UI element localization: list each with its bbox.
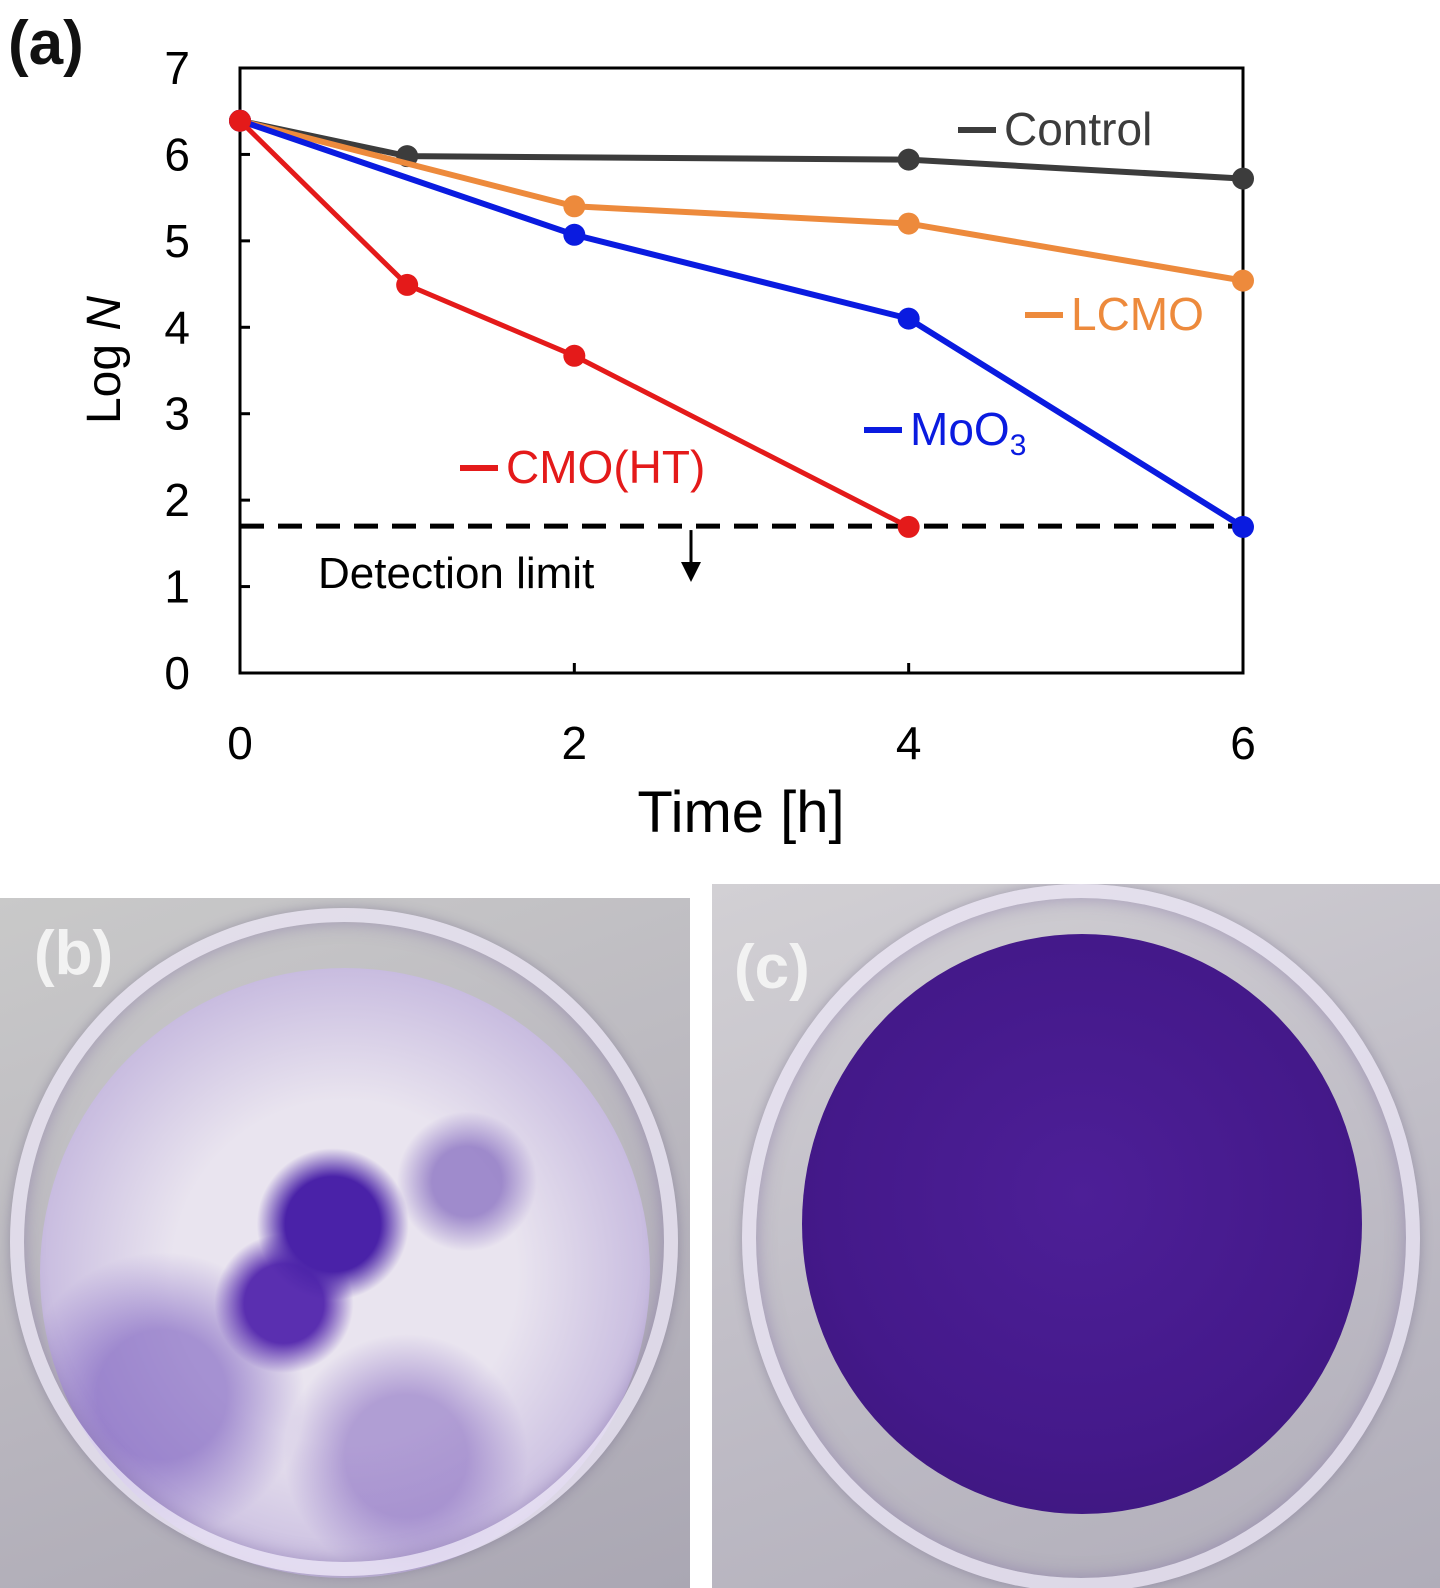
x-tick-label: 0	[227, 717, 253, 769]
data-point	[897, 212, 920, 235]
panel-label-a: (a)	[8, 9, 84, 78]
series-line-lcmo	[239, 117, 1244, 284]
x-tick-label: 2	[562, 717, 588, 769]
series-line-moo	[239, 117, 1245, 530]
data-point	[1232, 167, 1254, 190]
y-tick-label: 7	[164, 42, 190, 94]
data-point	[1232, 515, 1254, 538]
legend-label: CMO(HT)	[506, 441, 705, 493]
x-tick-label: 4	[896, 717, 922, 769]
legend-label: Control	[1004, 103, 1152, 155]
panel-label-b: (b)	[34, 919, 114, 988]
plot-frame	[238, 66, 1245, 675]
dish-rim	[742, 884, 1420, 1588]
data-point	[563, 195, 586, 218]
data-point	[229, 109, 251, 132]
x-axis-label: Time [h]	[637, 780, 844, 845]
y-tick-label: 3	[164, 388, 190, 440]
y-tick-label: 1	[164, 561, 190, 613]
legend-label: LCMO	[1071, 288, 1204, 340]
data-point	[396, 273, 419, 296]
legend-label: MoO3	[910, 403, 1026, 462]
y-tick-label: 6	[164, 128, 190, 180]
petri-dish-photo-c: (c)	[712, 884, 1440, 1588]
data-point	[897, 148, 920, 171]
data-point	[897, 307, 920, 330]
log-n-vs-time-chart: 0 1 2 3 4 5 6 7 0 2 4 6 Time [h] Log N Detection limit…	[78, 42, 1256, 845]
data-point	[563, 223, 586, 246]
dish-rim	[10, 908, 678, 1576]
detection-limit-label: Detection limit	[318, 549, 594, 598]
panel-label-c: (c)	[734, 933, 810, 1002]
x-tick-label: 6	[1230, 717, 1256, 769]
data-point	[1232, 269, 1254, 292]
data-point	[563, 344, 586, 367]
y-tick-label: 5	[164, 215, 190, 267]
series-line-control	[239, 117, 1244, 182]
y-tick-label: 4	[164, 301, 190, 353]
detection-arrow-head	[681, 562, 701, 582]
y-tick-label: 2	[164, 474, 190, 526]
y-tick-label: 0	[164, 647, 190, 699]
petri-dish-photo-b: (b)	[0, 898, 690, 1588]
y-axis-label: Log N	[78, 296, 131, 424]
data-point	[897, 515, 920, 538]
series-line-cmoht	[238, 118, 910, 530]
